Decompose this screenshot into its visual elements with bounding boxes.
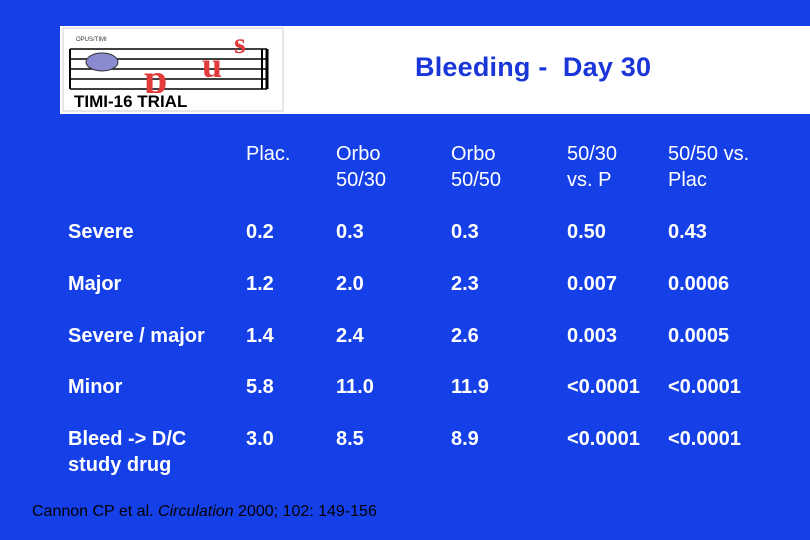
column-header-5030-vs-p: 50/30 vs. P: [567, 143, 618, 191]
column-header-orbo-50-30: Orbo 50/30: [336, 143, 387, 191]
table-cell: 0.0006: [668, 273, 730, 295]
opus-logo: p u s TIMI-16 TRIAL OPUS/TIMI opus: [62, 27, 284, 112]
slide-title: Bleeding - Day 30: [415, 52, 652, 82]
citation-authors: Cannon CP et al.: [32, 503, 159, 520]
column-header-orbo-50-50: Orbo 50/50: [451, 143, 502, 191]
table-cell: 11.0: [336, 376, 374, 398]
svg-text:u: u: [202, 45, 222, 85]
table-cell: 11.9: [451, 376, 489, 398]
row-label-minor: Minor: [68, 376, 123, 398]
row-label-severe: Severe: [68, 221, 134, 243]
table-cell: 2.3: [451, 273, 479, 295]
svg-text:s: s: [234, 27, 246, 60]
citation: Cannon CP et al. Circulation 2000; 102: …: [32, 503, 377, 521]
svg-text:p: p: [144, 57, 167, 103]
table-cell: 0.3: [451, 221, 479, 243]
table-cell: 0.0005: [668, 325, 730, 347]
table-cell: 1.4: [246, 325, 274, 347]
opus-logo-graphic: p u s TIMI-16 TRIAL OPUS/TIMI opus: [62, 27, 284, 112]
table-cell: 2.6: [451, 325, 479, 347]
row-label-severe-major: Severe / major: [68, 325, 205, 347]
table-cell: 0.2: [246, 221, 274, 243]
table-cell: 2.0: [336, 273, 364, 295]
citation-details: 2000; 102: 149-156: [233, 503, 377, 520]
table-cell: <0.0001: [668, 428, 741, 450]
table-cell: <0.0001: [567, 376, 640, 398]
table-cell: 0.50: [567, 221, 606, 243]
column-header-plac: Plac.: [246, 143, 291, 165]
table-cell: 3.0: [246, 428, 274, 450]
table-cell: 1.2: [246, 273, 274, 295]
table-cell: <0.0001: [567, 428, 640, 450]
table-cell: 0.007: [567, 273, 618, 295]
table-cell: 2.4: [336, 325, 364, 347]
table-cell: 8.5: [336, 428, 364, 450]
citation-journal: Circulation: [158, 503, 234, 520]
column-header-5050-vs-plac: 50/50 vs. Plac: [668, 143, 750, 191]
table-cell: 0.43: [668, 221, 707, 243]
table-cell: <0.0001: [668, 376, 741, 398]
row-label-bleed-dc: Bleed -> D/C study drug: [68, 428, 187, 476]
table-cell: 5.8: [246, 376, 274, 398]
logo-subtitle: TIMI-16 TRIAL: [74, 92, 187, 111]
table-cell: 8.9: [451, 428, 479, 450]
row-label-major: Major: [68, 273, 122, 295]
table-cell: 0.003: [567, 325, 618, 347]
table-cell: 0.3: [336, 221, 364, 243]
logo-top-text: OPUS/TIMI: [76, 37, 107, 43]
